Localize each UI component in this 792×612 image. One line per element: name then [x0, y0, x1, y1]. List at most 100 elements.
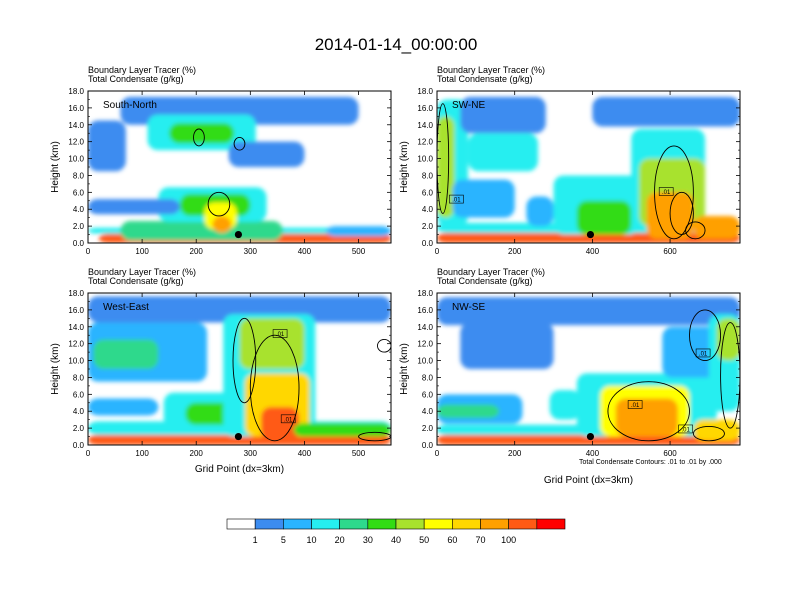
- panel-title-condensate: Total Condensate (g/kg): [437, 74, 533, 84]
- y-tick-label: 8.0: [73, 171, 85, 180]
- x-tick-label: 400: [298, 449, 312, 458]
- tracer-region: [716, 318, 740, 361]
- tracer-field: [437, 297, 740, 445]
- colorbar-label: 1: [253, 535, 258, 545]
- colorbar-swatch: [311, 518, 340, 530]
- condensate-contour: [685, 221, 706, 240]
- colorbar-swatch: [395, 518, 425, 530]
- y-tick-label: 0.0: [422, 239, 434, 248]
- x-tick-label: 200: [190, 449, 204, 458]
- contour-label: .01: [695, 348, 711, 357]
- tracer-region: [212, 215, 232, 233]
- panel-title-tracer: Boundary Layer Tracer (%): [437, 267, 545, 277]
- tracer-region: [526, 196, 554, 227]
- colorbar-swatch: [226, 518, 256, 530]
- plot-area: .01 .01: [88, 293, 391, 445]
- colorbar-swatch: [283, 518, 312, 530]
- colorbar-swatch: [367, 518, 397, 530]
- x-axis-label: Grid Point (dx=3km): [544, 475, 633, 486]
- y-tick-label: 6.0: [73, 188, 85, 197]
- panel-title-tracer: Boundary Layer Tracer (%): [437, 65, 545, 75]
- svg-text:.01: .01: [681, 427, 690, 433]
- x-tick-label: 400: [586, 449, 600, 458]
- condensate-contour: [193, 128, 205, 147]
- y-tick-label: 2.0: [422, 424, 434, 433]
- panel-nw-se: Boundary Layer Tracer (%)Total Condensat…: [399, 267, 741, 486]
- y-tick-label: 14.0: [417, 121, 433, 130]
- svg-text:.01: .01: [284, 417, 293, 423]
- colorbar-label: 50: [419, 535, 429, 545]
- tracer-region: [693, 419, 740, 441]
- x-tick-label: 100: [135, 449, 149, 458]
- colorbar: 1 5 10 20 30 40 50 60 70 100: [226, 518, 566, 545]
- panel-title-condensate: Total Condensate (g/kg): [88, 74, 184, 84]
- x-tick-label: 500: [352, 247, 366, 256]
- panels: Boundary Layer Tracer (%)Total Condensat…: [50, 65, 741, 486]
- contour-label: .01: [449, 194, 464, 204]
- tracer-region: [261, 407, 300, 441]
- tracer-region: [615, 398, 678, 437]
- y-axis-label: Height (km): [399, 141, 410, 193]
- condensate-contour: [669, 191, 694, 236]
- svg-text:.01: .01: [631, 403, 640, 409]
- condensate-contour: [207, 191, 231, 217]
- colorbar-label: 10: [306, 535, 316, 545]
- y-axis-label: Height (km): [50, 141, 61, 193]
- y-tick-label: 10.0: [417, 155, 433, 164]
- condensate-contour: [692, 425, 725, 442]
- condensate-contour: [437, 103, 450, 214]
- plot-area: .01 .01: [437, 91, 740, 243]
- location-marker: [234, 432, 243, 441]
- plot-area: [88, 91, 391, 243]
- condensate-contour: [233, 136, 246, 151]
- x-tick-label: 0: [435, 449, 440, 458]
- tracer-region: [88, 120, 126, 172]
- y-tick-label: 6.0: [422, 390, 434, 399]
- tracer-region: [88, 199, 180, 215]
- x-tick-label: 600: [663, 247, 677, 256]
- svg-text:.01: .01: [276, 332, 285, 338]
- x-tick-label: 100: [135, 247, 149, 256]
- tracer-region: [120, 221, 283, 241]
- x-tick-label: 400: [586, 247, 600, 256]
- y-tick-label: 8.0: [73, 373, 85, 382]
- tracer-region: [88, 296, 391, 323]
- tracer-region: [326, 226, 391, 237]
- colorbar-swatch: [254, 518, 284, 530]
- colorbar-swatch: [536, 518, 566, 530]
- panel-name: South-North: [103, 100, 157, 111]
- y-tick-label: 18.0: [68, 289, 84, 298]
- y-tick-label: 0.0: [422, 441, 434, 450]
- y-tick-label: 4.0: [73, 205, 85, 214]
- panel-name: West-East: [103, 302, 149, 313]
- condensate-contour: [249, 334, 300, 442]
- tracer-region: [468, 133, 538, 172]
- y-tick-label: 2.0: [422, 222, 434, 231]
- y-tick-label: 8.0: [422, 373, 434, 382]
- y-tick-label: 4.0: [422, 407, 434, 416]
- y-tick-label: 14.0: [68, 323, 84, 332]
- y-tick-label: 16.0: [68, 104, 84, 113]
- colorbar-label: 40: [391, 535, 401, 545]
- contour-label: .01: [627, 400, 643, 409]
- y-tick-label: 18.0: [417, 289, 433, 298]
- colorbar-label: 30: [363, 535, 373, 545]
- panel-name: NW-SE: [452, 302, 485, 313]
- tracer-region: [549, 390, 581, 420]
- x-tick-label: 200: [508, 247, 522, 256]
- x-tick-label: 400: [298, 247, 312, 256]
- y-tick-label: 12.0: [68, 138, 84, 147]
- panel-sw-ne: Boundary Layer Tracer (%)Total Condensat…: [399, 65, 741, 256]
- tracer-region: [88, 398, 159, 416]
- panel-name: SW-NE: [452, 100, 485, 111]
- contour-label: .01: [272, 329, 288, 338]
- colorbar-swatch: [423, 518, 453, 530]
- y-tick-label: 4.0: [422, 205, 434, 214]
- panel-title-tracer: Boundary Layer Tracer (%): [88, 267, 196, 277]
- tracer-region: [169, 123, 235, 144]
- tracer-region: [460, 322, 554, 369]
- condensate-contour: [607, 381, 690, 442]
- y-tick-label: 8.0: [422, 171, 434, 180]
- tracer-field: [437, 96, 740, 243]
